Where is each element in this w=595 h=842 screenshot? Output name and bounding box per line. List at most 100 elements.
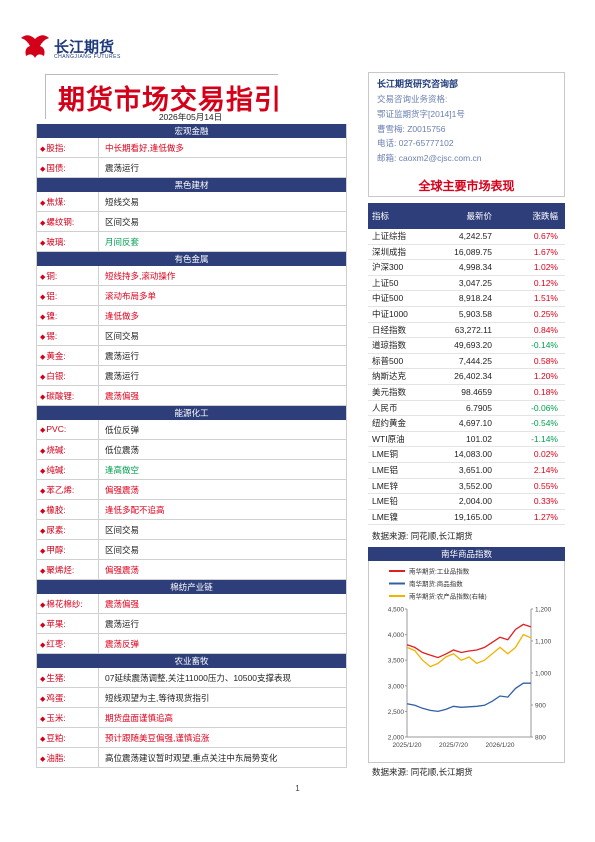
- market-row: 纳斯达克 26,402.34 1.20%: [368, 369, 565, 385]
- section-header: 棉纺产业链: [37, 580, 346, 594]
- chart-source: 数据来源: 同花顺,长江期货: [372, 767, 473, 777]
- market-change: 1.27%: [533, 511, 558, 522]
- guide-row: 锡: 区间交易: [37, 326, 346, 346]
- contact-line: 交易咨询业务资格:: [377, 94, 448, 104]
- instrument: 橡胶:: [37, 500, 99, 519]
- view: 低位反弹: [105, 425, 140, 435]
- market-price: 7,444.25: [458, 355, 492, 366]
- instrument: 生猪:: [37, 668, 99, 687]
- market-price: 14,083.00: [454, 449, 492, 460]
- market-price: 3,552.00: [458, 480, 492, 491]
- contact-line: 电话: 027-65777102: [377, 138, 454, 149]
- legend-label: 南华期货:农产品指数(右轴): [409, 592, 487, 601]
- market-price: 2,004.00: [458, 496, 492, 507]
- market-change: 0.33%: [533, 496, 558, 507]
- market-change: 1.02%: [533, 262, 558, 273]
- instrument: 国债:: [37, 158, 99, 177]
- brand: 长江期货: [54, 39, 115, 56]
- guide-row: 焦煤: 短线交易: [37, 192, 346, 212]
- market-change: -1.14%: [531, 433, 558, 444]
- section-header: 有色金属: [37, 252, 346, 266]
- guide-row: 豆粕: 预计跟随美豆偏强,谨慎追涨: [37, 728, 346, 748]
- view: 偏强震荡: [105, 485, 140, 495]
- market-row: 中证1000 5,903.58 0.25%: [368, 307, 565, 323]
- market-change: 0.84%: [533, 324, 558, 335]
- market-name: 日经指数: [372, 324, 407, 335]
- market-change: 1.51%: [533, 293, 558, 304]
- guide-row: 碳酸锂: 震荡偏强: [37, 386, 346, 406]
- market-price: 4,697.10: [458, 418, 492, 429]
- market-name: 纽约黄金: [372, 418, 407, 429]
- market-price: 8,918.24: [458, 293, 492, 304]
- y2-tick-label: 900: [535, 703, 546, 710]
- section-header: 能源化工: [37, 406, 346, 420]
- market-row: 上证50 3,047.25 0.12%: [368, 276, 565, 292]
- chart: 2,000 2,500 3,000 3,500 4,000 4,500 800 900 1,00…: [368, 561, 565, 763]
- view: 区间交易: [105, 545, 140, 555]
- guide-table: 宏观金融股指:中长期看好,逢低做多国债:震荡运行黑色建材焦煤:短线交易螺纹钢:区…: [36, 124, 347, 768]
- view: 短线交易: [105, 197, 140, 207]
- instrument: 黄金:: [37, 346, 99, 365]
- chart-title: 南华商品指数: [368, 547, 565, 561]
- series-line: [406, 623, 532, 659]
- view: 短线持多,滚动操作: [105, 271, 176, 281]
- market-change: 0.67%: [533, 231, 558, 241]
- view: 震荡偏强: [105, 599, 140, 609]
- title-frame: [45, 74, 278, 119]
- market-change: -0.06%: [531, 402, 558, 413]
- market-row: LME锌 3,552.00 0.55%: [368, 479, 565, 495]
- guide-row: 橡胶: 逢低多配不追高: [37, 500, 346, 520]
- instrument: 白银:: [37, 366, 99, 385]
- date: 2026年05月14日: [158, 112, 223, 122]
- guide-row: 苯乙烯: 偏强震荡: [37, 480, 346, 500]
- guide-row: 股指: 中长期看好,逢低做多: [37, 138, 346, 158]
- market-row: 标普500 7,444.25 0.58%: [368, 354, 565, 370]
- market-name: 纳斯达克: [372, 371, 407, 382]
- market-name: LME铜: [372, 449, 398, 460]
- market-change: 1.67%: [533, 246, 558, 257]
- y2-tick-label: 1,000: [535, 671, 552, 678]
- view: 震荡偏强: [105, 391, 140, 401]
- market-row: LME镍 19,165.00 1.27%: [368, 510, 565, 526]
- market-price: 26,402.34: [454, 371, 492, 382]
- view: 月间反套: [105, 237, 140, 247]
- guide-row: 螺纹钢: 区间交易: [37, 212, 346, 232]
- view: 震荡反弹: [105, 639, 140, 649]
- guide-row: 油脂: 高位震荡建议暂时观望,重点关注中东局势变化: [37, 748, 346, 768]
- legend-label: 南华期货:工业品指数: [409, 567, 470, 576]
- section-header: 宏观金融: [37, 124, 346, 138]
- view: 低位震荡: [105, 445, 140, 455]
- guide-row: 玻璃: 月间反套: [37, 232, 346, 252]
- market-change: 0.02%: [533, 449, 558, 460]
- market-price: 19,165.00: [454, 511, 492, 522]
- view: 偏强震荡: [105, 565, 140, 575]
- instrument: 铝:: [37, 286, 99, 305]
- market-row: 道琼指数 49,693.20 -0.14%: [368, 338, 565, 354]
- guide-row: 玉米: 期货盘面谨慎追高: [37, 708, 346, 728]
- market-row: 深圳成指 16,089.75 1.67%: [368, 245, 565, 261]
- instrument: 鸡蛋:: [37, 688, 99, 707]
- y-tick-label: 4,500: [388, 607, 405, 614]
- guide-row: 白银: 震荡运行: [37, 366, 346, 386]
- market-price: 49,693.20: [454, 340, 492, 351]
- y-tick-label: 3,000: [388, 683, 405, 690]
- guide-row: 铝: 滚动布局多单: [37, 286, 346, 306]
- market-change: -0.54%: [531, 418, 558, 429]
- instrument: 纯碱:: [37, 460, 99, 479]
- market-name: 深圳成指: [372, 246, 407, 257]
- market-change: 0.18%: [533, 386, 558, 397]
- market-price: 6.7905: [466, 402, 492, 413]
- view: 07延续震荡调整,关注11000压力、10500支撑表现: [105, 673, 291, 683]
- market-price: 3,047.25: [458, 277, 492, 288]
- instrument: 铜:: [37, 266, 99, 285]
- view: 预计跟随美豆偏强,谨慎追涨: [105, 733, 210, 743]
- market-row: LME铅 2,004.00 0.33%: [368, 494, 565, 510]
- instrument: 玉米:: [37, 708, 99, 727]
- guide-row: 甲醇: 区间交易: [37, 540, 346, 560]
- brand-en: CHANGJIANG FUTURES: [54, 54, 121, 60]
- market-row: 上证综指 4,242.57 0.67%: [368, 229, 565, 245]
- market-price: 3,651.00: [458, 464, 492, 475]
- guide-row: 国债: 震荡运行: [37, 158, 346, 178]
- page-title: 期货市场交易指引: [58, 85, 282, 115]
- view: 区间交易: [105, 217, 140, 227]
